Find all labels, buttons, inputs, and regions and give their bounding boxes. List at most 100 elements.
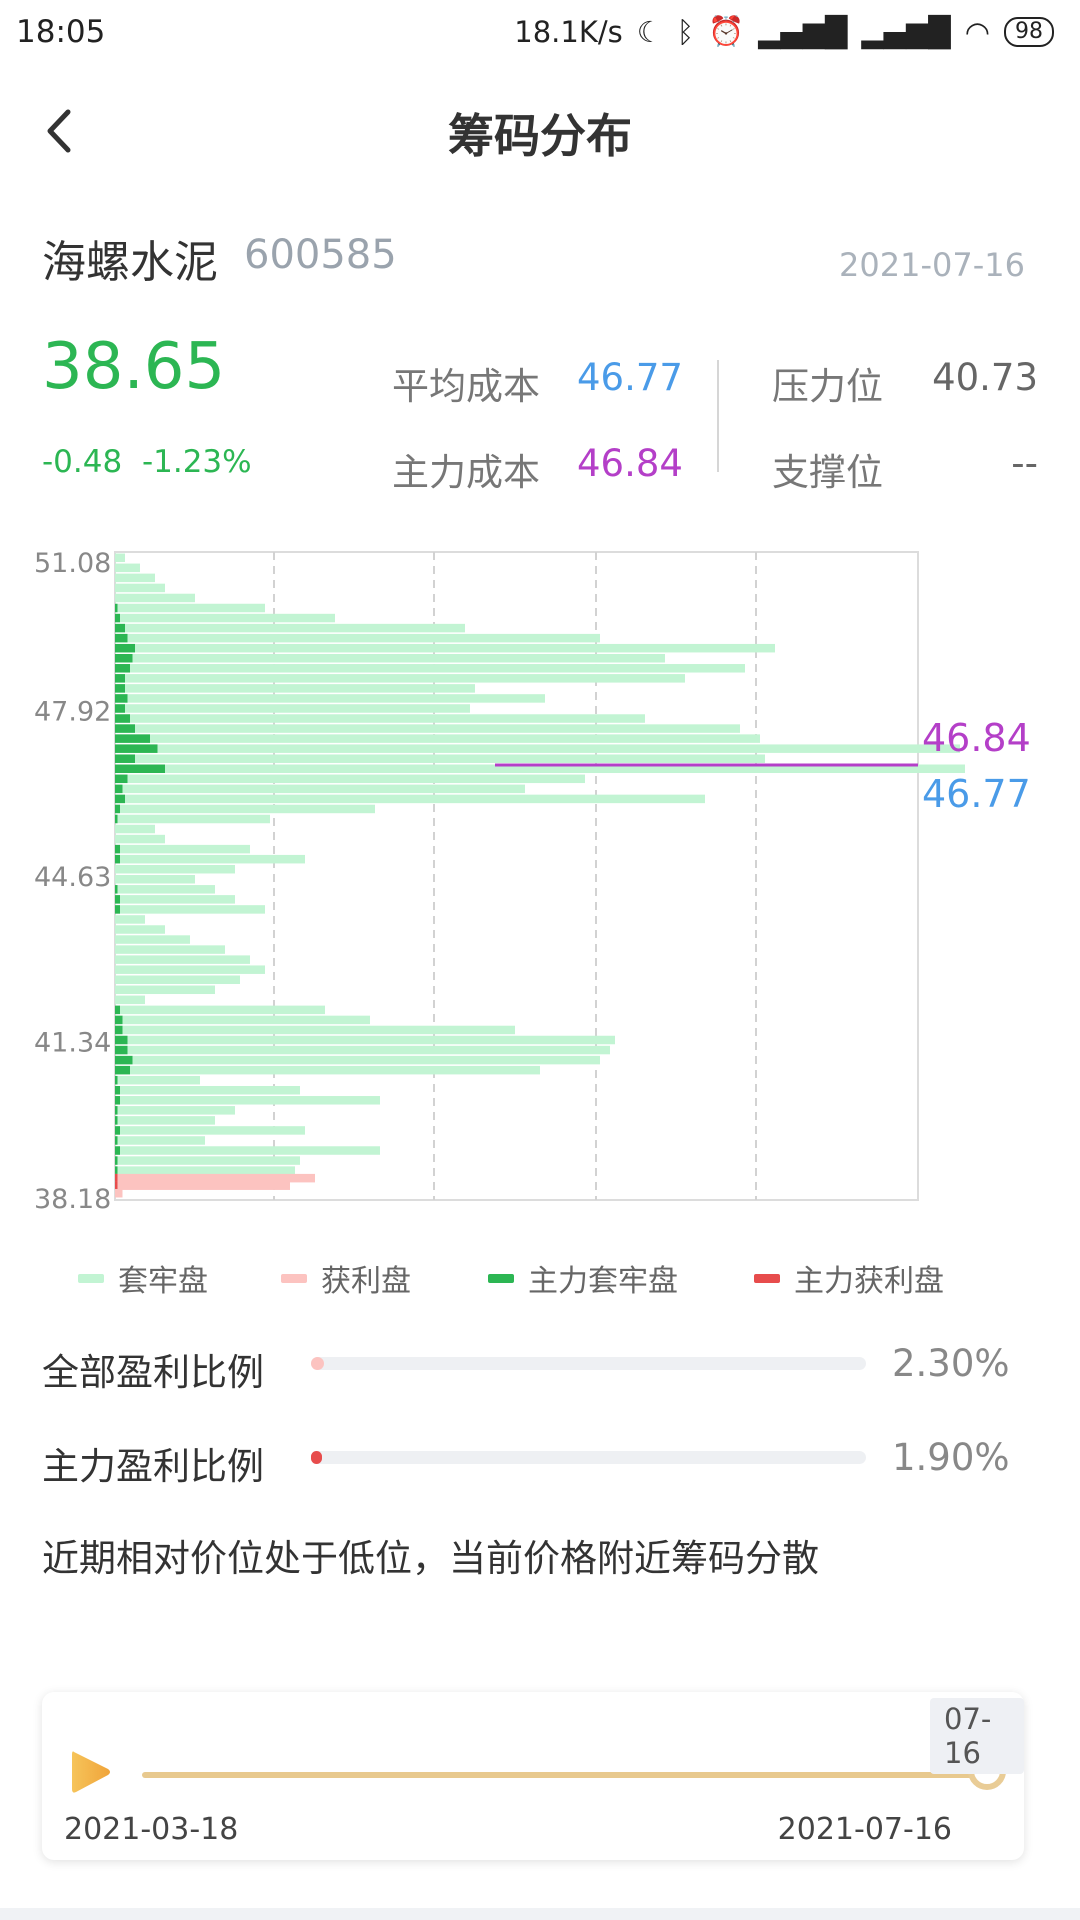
main-chip-bar [115, 805, 120, 814]
main-chip-bar [115, 1086, 120, 1095]
chip-bar [115, 674, 685, 683]
chip-bar [115, 1126, 305, 1135]
pressure-value: 40.73 [932, 356, 1038, 399]
y-tick-label: 47.92 [34, 697, 111, 728]
legend-main-locked-label: 主力套牢盘 [528, 1256, 678, 1300]
chip-bar [115, 584, 165, 593]
chip-bar [115, 1106, 235, 1115]
analysis-description: 近期相对价位处于低位，当前价格附近筹码分散 [42, 1528, 819, 1582]
main-chip-bar [115, 1066, 130, 1075]
chip-bar [115, 895, 235, 904]
support-value: -- [1011, 442, 1038, 485]
chip-bar [115, 996, 145, 1005]
main-chip-bar [115, 744, 158, 753]
timeline-track[interactable] [142, 1772, 982, 1778]
chip-bar [115, 805, 375, 814]
chip-bar [115, 1156, 300, 1165]
main-chip-bar [115, 1096, 120, 1105]
y-tick-label: 41.34 [34, 1027, 111, 1058]
chip-bar [115, 634, 600, 643]
main-cost-label: 主力成本 [392, 442, 540, 496]
chip-bar [115, 1056, 600, 1065]
main-chip-bar [115, 845, 120, 854]
signal-hd-icon: ▂▄▆█ [861, 15, 950, 49]
play-button[interactable] [68, 1748, 112, 1800]
main-chip-bar [115, 815, 118, 824]
bluetooth-icon: ᛒ [677, 15, 694, 49]
chip-bar [115, 975, 240, 984]
chip-bar [115, 734, 760, 743]
chip-bar [115, 664, 745, 673]
main-chip-bar [115, 754, 135, 763]
bottom-bar [0, 1908, 1080, 1920]
avg-cost-marker-label: 46.77 [922, 772, 1031, 816]
main-chip-bar [115, 1156, 118, 1165]
main-chip-bar [115, 1126, 120, 1135]
main-chip-bar [115, 1181, 118, 1190]
y-tick-label: 38.18 [34, 1184, 111, 1215]
chip-bar [115, 704, 470, 713]
main-chip-bar [115, 624, 125, 633]
chip-bar [115, 654, 665, 663]
avg-cost-label: 平均成本 [392, 356, 540, 410]
chip-bar [115, 795, 705, 804]
legend-profit-swatch [281, 1274, 307, 1283]
chip-bar [115, 744, 960, 753]
history-player: 07-16 2021-03-18 2021-07-16 [42, 1692, 1024, 1860]
legend-locked-swatch [78, 1274, 104, 1283]
timeline-tooltip: 07-16 [930, 1698, 1024, 1774]
chip-bar [115, 714, 645, 723]
chip-bar [115, 775, 585, 784]
chip-bar [115, 1086, 300, 1095]
timeline-end-date: 2021-07-16 [778, 1812, 952, 1847]
all-profit-ratio-fill [311, 1357, 324, 1370]
main-chip-bar [115, 1026, 123, 1035]
main-chip-bar [115, 795, 125, 804]
main-chip-bar [115, 684, 125, 693]
status-icons: 18.1K/s ☾ ᛒ ⏰ ▂▄▆█ ▂▄▆█ ◠ 98 [514, 14, 1054, 49]
stock-change: -0.48 -1.23% [42, 444, 252, 480]
status-time: 18:05 [16, 14, 105, 50]
chip-bar [115, 945, 225, 954]
signal-icon: ▂▄▆█ [758, 15, 847, 49]
main-chip-bar [115, 785, 123, 794]
chip-bar [115, 935, 190, 944]
main-chip-bar [115, 855, 120, 864]
play-icon [68, 1748, 112, 1796]
chip-bar [115, 875, 195, 884]
page-title: 筹码分布 [0, 100, 1080, 166]
chip-bar [115, 694, 545, 703]
wifi-icon: ◠ [965, 15, 990, 49]
main-profit-ratio-fill [311, 1451, 322, 1464]
main-profit-ratio-value: 1.90% [892, 1436, 1010, 1479]
chip-bar [115, 1076, 200, 1085]
y-tick-label: 44.63 [34, 862, 111, 893]
main-cost-value: 46.84 [577, 442, 683, 485]
chip-bar [115, 594, 195, 603]
chip-bar [115, 624, 465, 633]
chip-bar [115, 925, 165, 934]
main-profit-ratio-bar [311, 1451, 866, 1464]
chip-bar [115, 855, 305, 864]
main-chip-bar [115, 775, 128, 784]
chip-bar [115, 724, 740, 733]
main-chip-bar [115, 1146, 120, 1155]
main-chip-bar [115, 905, 120, 914]
legend-profit: 获利盘 [281, 1256, 411, 1300]
all-profit-ratio-label: 全部盈利比例 [42, 1342, 264, 1396]
chip-distribution-chart: 51.0847.9244.6341.3438.1846.8446.77 [0, 540, 1080, 1220]
change-percent: -1.23% [142, 444, 252, 480]
main-chip-bar [115, 1116, 118, 1125]
chip-bar [115, 644, 775, 653]
chip-bar [115, 1036, 615, 1045]
chip-bar [115, 885, 215, 894]
chip-bar [115, 1016, 370, 1025]
chip-bar [115, 754, 765, 763]
stock-code: 600585 [244, 232, 397, 278]
chip-bar [115, 1096, 380, 1105]
chip-bar [115, 865, 235, 874]
main-chip-bar [115, 895, 120, 904]
chip-bar [115, 1189, 123, 1198]
stock-name: 海螺水泥 [42, 226, 218, 290]
legend-main-locked: 主力套牢盘 [488, 1256, 678, 1300]
